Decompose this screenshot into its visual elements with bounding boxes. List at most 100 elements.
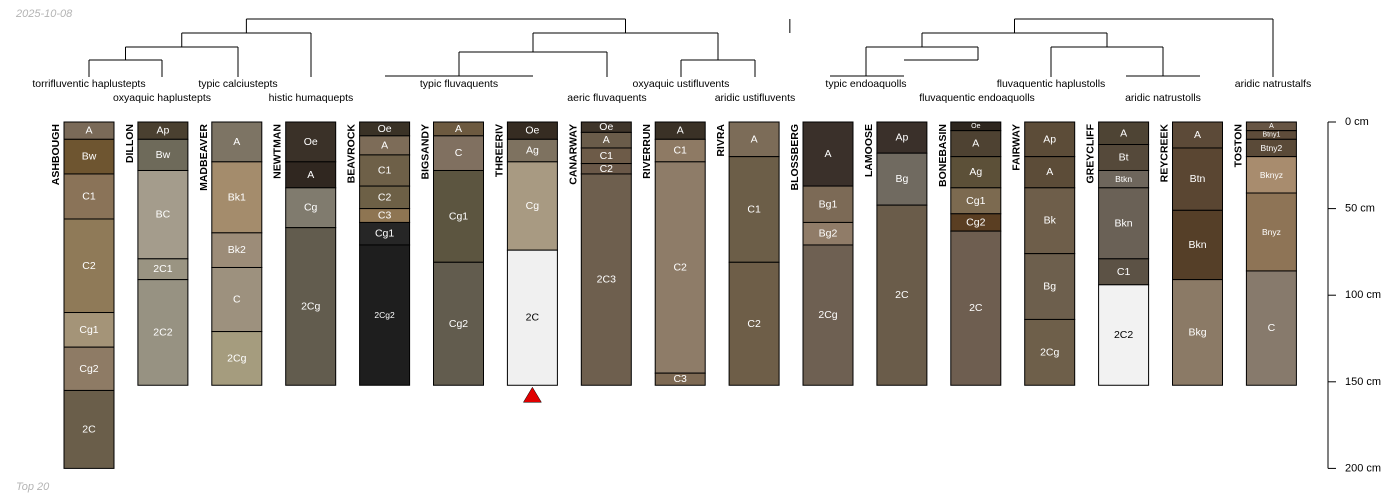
taxon-label: fluvaquentic endoaquolls <box>919 92 1035 104</box>
horizon-label: C2 <box>82 260 96 272</box>
marker-triangle <box>522 386 542 403</box>
horizon-label: C3 <box>673 373 687 385</box>
horizon-label: Bnyz <box>1262 227 1281 237</box>
horizon-label: A <box>233 136 240 148</box>
horizon-label: Ag <box>526 145 539 157</box>
horizon-label: A <box>1269 123 1274 130</box>
horizon-label: Cg <box>304 202 318 214</box>
profile-dillon: Ap Bw BC 2C1 2C2 DILLON <box>124 121 189 386</box>
horizon-label: 2C1 <box>153 263 172 275</box>
horizon-label: A <box>1194 129 1201 141</box>
horizon-label: 2Cg <box>227 352 246 364</box>
profile-reycreek: A Btn Bkn Bkg REYCREEK <box>1159 121 1223 386</box>
horizon-label: 2Cg2 <box>374 310 395 320</box>
horizon-label: C1 <box>673 145 687 157</box>
horizon-cg1 <box>433 169 484 263</box>
horizon-label: C <box>455 147 463 159</box>
horizon-bg <box>1024 253 1076 320</box>
profile-name: BIGSANDY <box>420 124 432 179</box>
horizon-label: Btny1 <box>1262 131 1280 138</box>
horizon-label: Bknyz <box>1260 170 1283 180</box>
profile-bigsandy: AC Cg1 Cg2 BIGSANDY <box>420 121 484 386</box>
horizon-label: C2 <box>673 261 687 273</box>
horizon-label: Bk <box>1044 215 1057 227</box>
horizon-label: Oe <box>599 121 613 133</box>
depth-tick-label: 200 cm <box>1345 462 1381 474</box>
horizon-label: Bw <box>156 149 171 161</box>
horizon-ag <box>950 156 1002 189</box>
profile-name: THREERIV <box>493 124 505 177</box>
profile-name: DILLON <box>124 124 136 163</box>
horizon-a <box>728 121 780 158</box>
taxa-labels: torrifluventic haplustepts oxyaquic haplu… <box>32 78 1311 104</box>
horizon-label: C2 <box>600 163 614 175</box>
horizon-label: Bk1 <box>228 191 246 203</box>
horizon-label: A <box>677 125 684 137</box>
horizon-c1 <box>728 156 780 263</box>
horizon-cg1 <box>950 187 1002 215</box>
footer-note: Top 20 <box>16 481 50 493</box>
horizon-label: A <box>307 169 314 181</box>
horizon-label: Ap <box>895 132 908 144</box>
horizon-label: 2C3 <box>597 274 616 286</box>
taxon-label: fluvaquentic haplustolls <box>997 78 1106 90</box>
profile-name: TOSTON <box>1232 124 1244 167</box>
horizon-label: 2Cg <box>301 300 320 312</box>
horizon-2cg2 <box>359 244 411 386</box>
horizon-label: 2C2 <box>153 326 172 338</box>
taxon-label: typic endoaquolls <box>825 78 906 90</box>
horizon-c <box>211 266 263 333</box>
horizon-label: Bg2 <box>819 228 838 240</box>
dendrogram <box>88 18 1274 77</box>
profile-threeriv: Oe Ag Cg 2C THREERIV <box>493 121 558 386</box>
horizon-label: Ag <box>969 166 982 178</box>
horizon-label: Oe <box>378 123 392 135</box>
horizon-label: C1 <box>1117 266 1131 278</box>
profile-name: GREYCLIFF <box>1085 123 1097 183</box>
horizon-bw <box>137 138 189 171</box>
horizon-a <box>1024 156 1076 189</box>
horizon-label: Cg1 <box>449 210 468 222</box>
taxon-label: aridic ustifluvents <box>715 92 796 104</box>
horizon-label: Bk2 <box>228 244 246 256</box>
horizon-c <box>1245 270 1297 386</box>
taxon-label: aridic natrustalfs <box>1235 78 1311 90</box>
horizon-label: Oe <box>304 136 318 148</box>
horizon-bkg <box>1172 279 1223 386</box>
horizon-label: Cg1 <box>79 324 98 336</box>
horizon-2cg <box>285 227 337 386</box>
horizon-bw <box>63 138 115 175</box>
horizon-label: 2Cg <box>818 309 837 321</box>
profile-newtman: Oe A Cg 2Cg NEWTMAN <box>272 121 337 386</box>
profile-name: REYCREEK <box>1159 124 1171 183</box>
taxon-label: typic calciustepts <box>198 78 277 90</box>
horizon-label: C1 <box>82 190 96 202</box>
taxon-label: oxyaquic haplustepts <box>113 92 211 104</box>
horizon-label: A <box>1046 166 1053 178</box>
horizon-label: Ap <box>156 125 169 137</box>
taxon-label: torrifluventic haplustepts <box>32 78 145 90</box>
profile-bonebasin: Oe A Ag Cg1 Cg2 2C BONEBASIN <box>937 121 1002 386</box>
profile-lamoose: Ap Bg 2C LAMOOSE <box>863 121 928 386</box>
profile-name: LAMOOSE <box>863 124 875 177</box>
horizon-bkn <box>1172 209 1223 281</box>
horizon-c <box>433 135 484 171</box>
profile-name: MADBEAVER <box>198 124 210 191</box>
horizon-bg <box>876 152 928 206</box>
horizon-a <box>950 130 1002 158</box>
profile-name: BLOSSBERG <box>789 124 801 191</box>
horizon-label: Bt <box>1119 152 1129 164</box>
horizon-label: A <box>455 123 462 135</box>
horizon-label: 2C2 <box>1114 329 1133 341</box>
horizon-cg1 <box>63 312 115 348</box>
horizon-2cg <box>1024 318 1076 386</box>
horizon-label: Cg <box>526 200 540 212</box>
depth-tick-label: 100 cm <box>1345 289 1381 301</box>
horizon-label: Cg2 <box>966 216 985 228</box>
horizon-bg1 <box>802 185 854 223</box>
horizon-c2 <box>728 261 780 386</box>
profile-rivra: A C1 C2 RIVRA <box>715 121 780 386</box>
